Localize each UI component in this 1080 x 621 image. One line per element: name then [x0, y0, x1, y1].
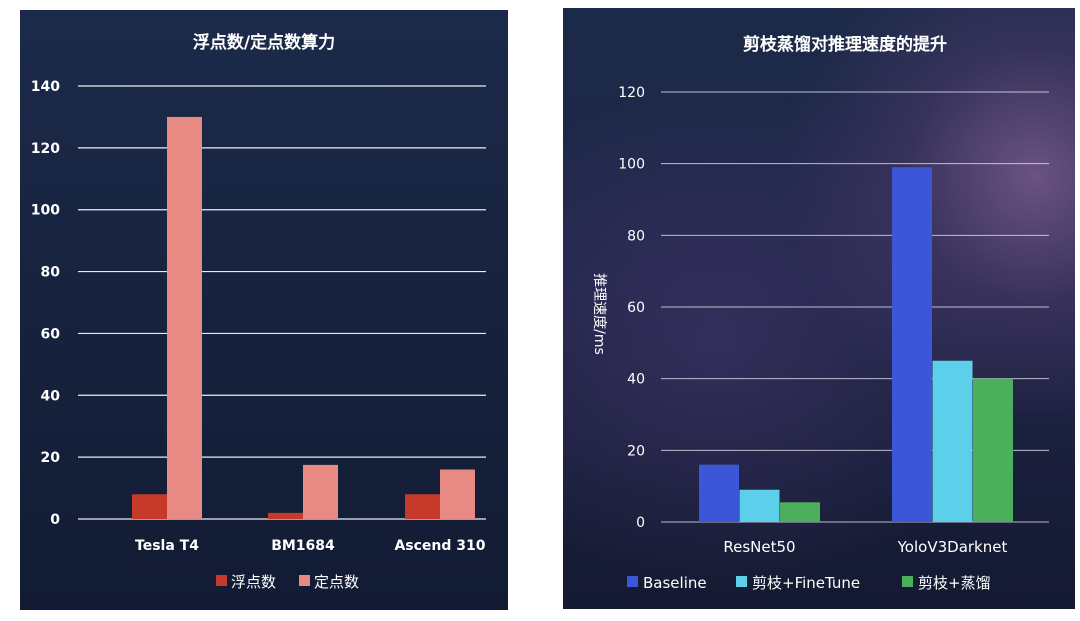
bar-bm1684-float: [268, 512, 303, 519]
bar-resnet50-baseline: [699, 464, 739, 522]
x-axis-ticks: Tesla T4 BM1684 Ascend 310: [135, 538, 486, 554]
bar-ascend-310-float: [405, 494, 440, 519]
bars: [699, 167, 1013, 522]
y-tick-label: 100: [618, 157, 645, 173]
bars: [132, 116, 475, 519]
chart-compute-power-svg: 浮点数/定点数算力 0 20 40 60 80 100 120 140 Tesla T4 BM1…: [31, 32, 486, 591]
y-tick-label: 60: [41, 326, 61, 342]
legend-swatch-baseline: [627, 576, 638, 587]
y-axis-ticks: 0 20 40 60 80 100 120: [618, 85, 645, 531]
y-tick-label: 100: [31, 203, 60, 219]
legend: 浮点数 定点数: [216, 573, 359, 591]
x-tick-label: BM1684: [271, 538, 335, 554]
bar-resnet50-prune-distill: [780, 502, 820, 522]
legend-label-prune-distill: 剪枝+蒸馏: [918, 574, 991, 592]
chart-title: 浮点数/定点数算力: [193, 32, 335, 53]
legend-label-float: 浮点数: [231, 573, 276, 591]
y-tick-label: 120: [618, 85, 645, 101]
bar-ascend-310-fixed: [440, 469, 475, 519]
x-tick-label: ResNet50: [723, 538, 795, 556]
x-axis-ticks: ResNet50 YoloV3Darknet: [723, 538, 1007, 556]
legend-swatch-fixed: [299, 575, 310, 586]
x-tick-label: Tesla T4: [135, 538, 199, 554]
y-tick-label: 60: [627, 300, 645, 316]
legend: Baseline 剪枝+FineTune 剪枝+蒸馏: [627, 574, 991, 592]
y-tick-label: 0: [50, 512, 60, 528]
bar-yolov3darknet-prune-distill: [973, 378, 1013, 522]
y-tick-label: 40: [41, 388, 61, 404]
legend-swatch-float: [216, 575, 227, 586]
chart-panel-compute-power: 浮点数/定点数算力 0 20 40 60 80 100 120 140 Tesla T4 BM1…: [20, 10, 508, 610]
legend-swatch-prune-finetune: [736, 576, 747, 587]
y-tick-label: 140: [31, 79, 60, 95]
y-axis-ticks: 0 20 40 60 80 100 120 140: [31, 79, 60, 528]
y-tick-label: 120: [31, 141, 60, 157]
chart-inference-speed-svg: 剪枝蒸馏对推理速度的提升 0 20 40 60 80 100 120 推理速度/ms Res…: [591, 34, 1049, 592]
chart-title: 剪枝蒸馏对推理速度的提升: [743, 34, 947, 55]
y-axis-label: 推理速度/ms: [591, 273, 607, 355]
y-tick-label: 0: [636, 515, 645, 531]
grid-lines: [78, 85, 486, 520]
legend-label-prune-finetune: 剪枝+FineTune: [752, 574, 860, 592]
x-tick-label: YoloV3Darknet: [897, 538, 1008, 556]
bar-tesla-t4-fixed: [167, 116, 202, 519]
y-tick-label: 40: [627, 372, 645, 388]
bar-yolov3darknet-prune-finetune: [932, 360, 973, 522]
x-tick-label: Ascend 310: [394, 538, 485, 554]
y-tick-label: 80: [41, 265, 61, 281]
bar-resnet50-prune-finetune: [739, 489, 780, 522]
bar-yolov3darknet-baseline: [892, 167, 932, 522]
legend-swatch-prune-distill: [902, 576, 913, 587]
bar-tesla-t4-float: [132, 494, 167, 519]
y-tick-label: 20: [627, 443, 645, 459]
y-tick-label: 20: [41, 450, 61, 466]
chart-panel-inference-speed: 剪枝蒸馏对推理速度的提升 0 20 40 60 80 100 120 推理速度/ms Res…: [563, 8, 1075, 609]
bar-bm1684-fixed: [303, 464, 338, 519]
y-tick-label: 80: [627, 228, 645, 244]
legend-label-fixed: 定点数: [314, 573, 359, 591]
legend-label-baseline: Baseline: [643, 574, 707, 592]
